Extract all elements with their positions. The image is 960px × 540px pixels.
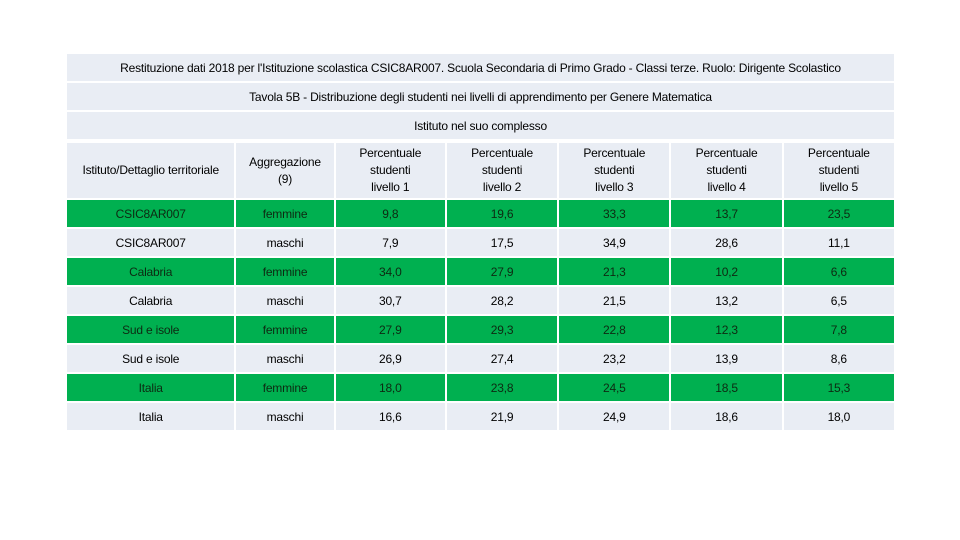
report-title: Restituzione dati 2018 per l'Istituzione… [67,54,894,81]
cell-level-1: 34,0 [335,258,445,285]
cell-level-4: 13,9 [671,345,782,372]
cell-level-3: 24,9 [559,403,670,430]
cell-level-4: 13,2 [671,287,782,314]
table-row: Sud e isole maschi 26,9 27,4 23,2 13,9 8… [67,345,894,372]
cell-gender: maschi [236,403,334,430]
cell-level-2: 27,4 [446,345,558,372]
cell-level-5: 15,3 [783,374,894,401]
cell-gender: maschi [236,345,334,372]
header-level-2: Percentuale studenti livello 2 [446,143,558,198]
cell-level-3: 21,5 [559,287,670,314]
cell-level-1: 30,7 [335,287,445,314]
cell-level-4: 18,6 [671,403,782,430]
header-level-3: Percentuale studenti livello 3 [559,143,670,198]
cell-gender: femmine [236,200,334,227]
cell-level-1: 9,8 [335,200,445,227]
report-slide: Restituzione dati 2018 per l'Istituzione… [67,54,894,432]
table-row: Sud e isole femmine 27,9 29,3 22,8 12,3 … [67,316,894,343]
distribution-table: Istituto/Dettaglio territoriale Aggregaz… [65,141,896,432]
cell-level-1: 27,9 [335,316,445,343]
header-level-5: Percentuale studenti livello 5 [783,143,894,198]
cell-area: Calabria [67,258,235,285]
cell-level-1: 26,9 [335,345,445,372]
header-aggregation: Aggregazione (9) [236,143,334,198]
table-title: Tavola 5B - Distribuzione degli studenti… [67,83,894,110]
cell-area: Sud e isole [67,345,235,372]
cell-level-4: 12,3 [671,316,782,343]
cell-level-4: 13,7 [671,200,782,227]
header-territory: Istituto/Dettaglio territoriale [67,143,235,198]
cell-level-3: 24,5 [559,374,670,401]
cell-level-5: 11,1 [783,229,894,256]
table-row: Italia femmine 18,0 23,8 24,5 18,5 15,3 [67,374,894,401]
cell-level-2: 28,2 [446,287,558,314]
cell-area: Italia [67,403,235,430]
cell-area: Sud e isole [67,316,235,343]
table-row: CSIC8AR007 maschi 7,9 17,5 34,9 28,6 11,… [67,229,894,256]
cell-area: Calabria [67,287,235,314]
table-row: Calabria maschi 30,7 28,2 21,5 13,2 6,5 [67,287,894,314]
table-row: Italia maschi 16,6 21,9 24,9 18,6 18,0 [67,403,894,430]
section-title: Istituto nel suo complesso [67,112,894,139]
cell-gender: femmine [236,316,334,343]
cell-level-1: 7,9 [335,229,445,256]
cell-level-5: 18,0 [783,403,894,430]
cell-level-1: 18,0 [335,374,445,401]
cell-level-2: 29,3 [446,316,558,343]
table-row: Calabria femmine 34,0 27,9 21,3 10,2 6,6 [67,258,894,285]
cell-level-3: 22,8 [559,316,670,343]
header-level-4: Percentuale studenti livello 4 [671,143,782,198]
cell-gender: femmine [236,258,334,285]
cell-area: CSIC8AR007 [67,200,235,227]
cell-level-3: 33,3 [559,200,670,227]
cell-level-2: 23,8 [446,374,558,401]
cell-level-2: 21,9 [446,403,558,430]
cell-gender: femmine [236,374,334,401]
cell-level-5: 23,5 [783,200,894,227]
cell-level-1: 16,6 [335,403,445,430]
cell-level-2: 17,5 [446,229,558,256]
cell-level-5: 6,6 [783,258,894,285]
cell-level-5: 8,6 [783,345,894,372]
cell-level-3: 34,9 [559,229,670,256]
cell-level-4: 28,6 [671,229,782,256]
cell-area: Italia [67,374,235,401]
cell-level-5: 7,8 [783,316,894,343]
cell-level-2: 19,6 [446,200,558,227]
header-row: Istituto/Dettaglio territoriale Aggregaz… [67,143,894,198]
cell-level-4: 10,2 [671,258,782,285]
cell-level-3: 23,2 [559,345,670,372]
cell-level-2: 27,9 [446,258,558,285]
cell-gender: maschi [236,229,334,256]
cell-level-5: 6,5 [783,287,894,314]
table-row: CSIC8AR007 femmine 9,8 19,6 33,3 13,7 23… [67,200,894,227]
header-level-1: Percentuale studenti livello 1 [335,143,445,198]
cell-area: CSIC8AR007 [67,229,235,256]
cell-level-4: 18,5 [671,374,782,401]
cell-level-3: 21,3 [559,258,670,285]
cell-gender: maschi [236,287,334,314]
